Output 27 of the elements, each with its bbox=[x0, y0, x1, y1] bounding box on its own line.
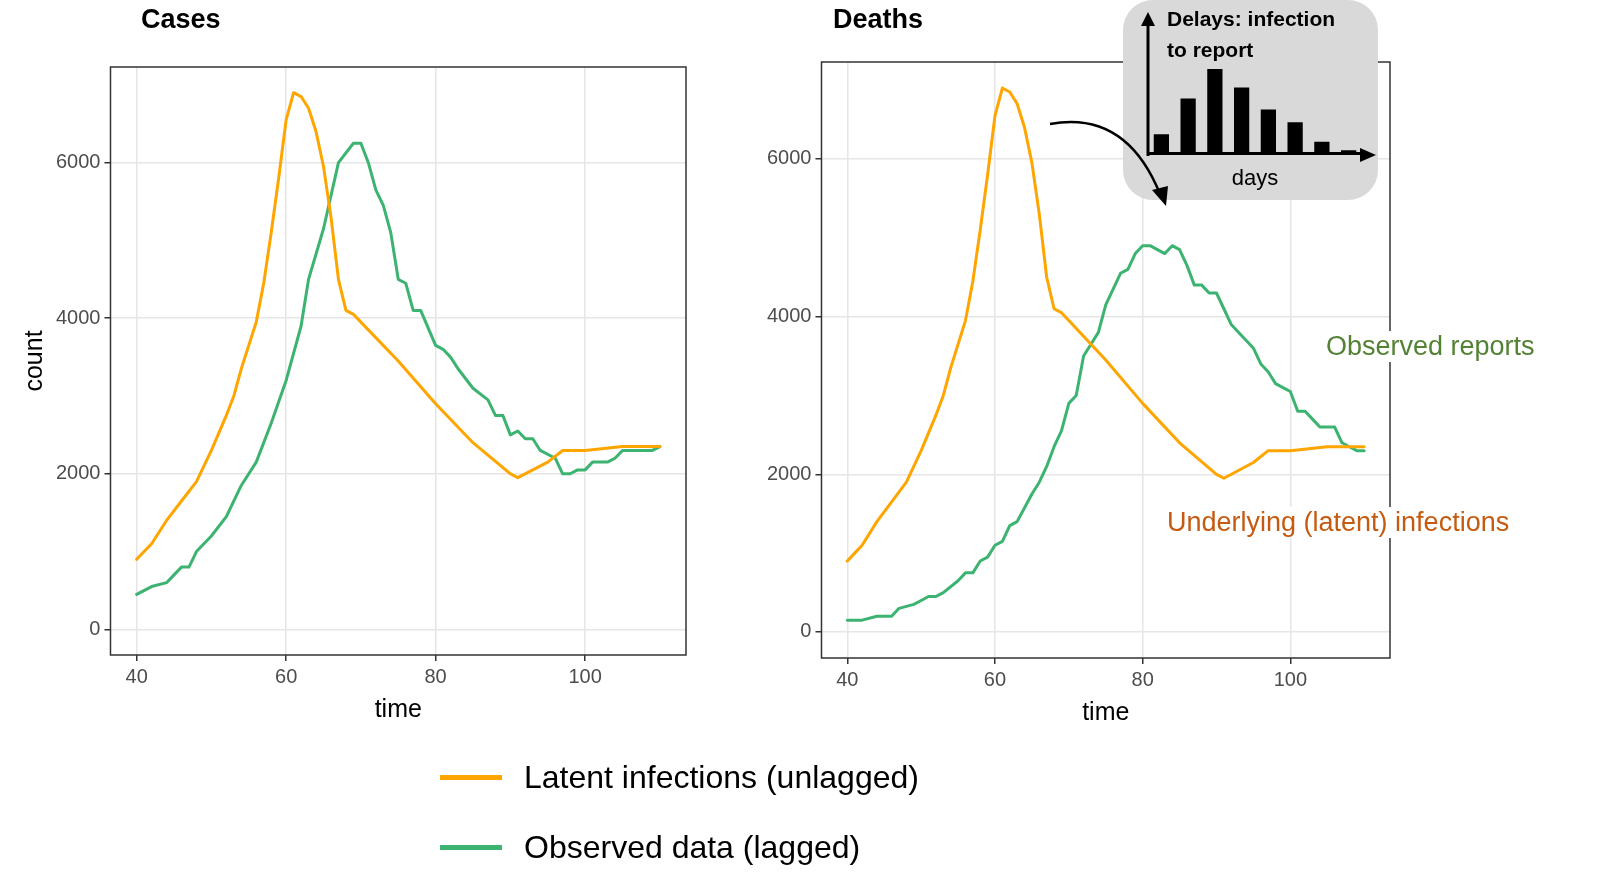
chart-title: Delays: infection to report bbox=[1167, 6, 1337, 63]
x-tick-label: 80 bbox=[424, 664, 447, 687]
y-tick-label: 6000 bbox=[766, 146, 812, 169]
y-tick-label: 4000 bbox=[766, 304, 812, 327]
chart-title: Deaths bbox=[833, 4, 924, 35]
y-tick-label: 2000 bbox=[766, 461, 812, 484]
x-axis-title: days bbox=[1231, 164, 1279, 190]
x-tick-label: 60 bbox=[983, 667, 1007, 690]
x-tick-label: 60 bbox=[275, 664, 298, 687]
x-tick-label: 100 bbox=[1273, 667, 1308, 690]
y-tick-label: 0 bbox=[800, 619, 812, 642]
y-tick-label: 0 bbox=[89, 616, 101, 639]
x-tick-label: 40 bbox=[125, 664, 148, 687]
x-tick-label: 80 bbox=[1131, 667, 1154, 690]
annotation: Observed reports bbox=[1322, 331, 1539, 362]
y-tick-label: 6000 bbox=[55, 150, 101, 173]
chart-title: Cases bbox=[141, 4, 221, 35]
y-tick-label: 2000 bbox=[55, 461, 101, 484]
x-tick-label: 100 bbox=[568, 664, 602, 687]
y-axis-title: count bbox=[18, 330, 47, 392]
y-tick-label: 4000 bbox=[55, 305, 101, 328]
x-axis-title: time bbox=[374, 693, 422, 722]
x-tick-label: 40 bbox=[836, 667, 859, 690]
legend-label: Observed data (lagged) bbox=[524, 828, 861, 866]
annotation: Underlying (latent) infections bbox=[1163, 507, 1514, 538]
legend-label: Latent infections (unlagged) bbox=[524, 758, 919, 796]
x-axis-title: time bbox=[1082, 696, 1130, 725]
